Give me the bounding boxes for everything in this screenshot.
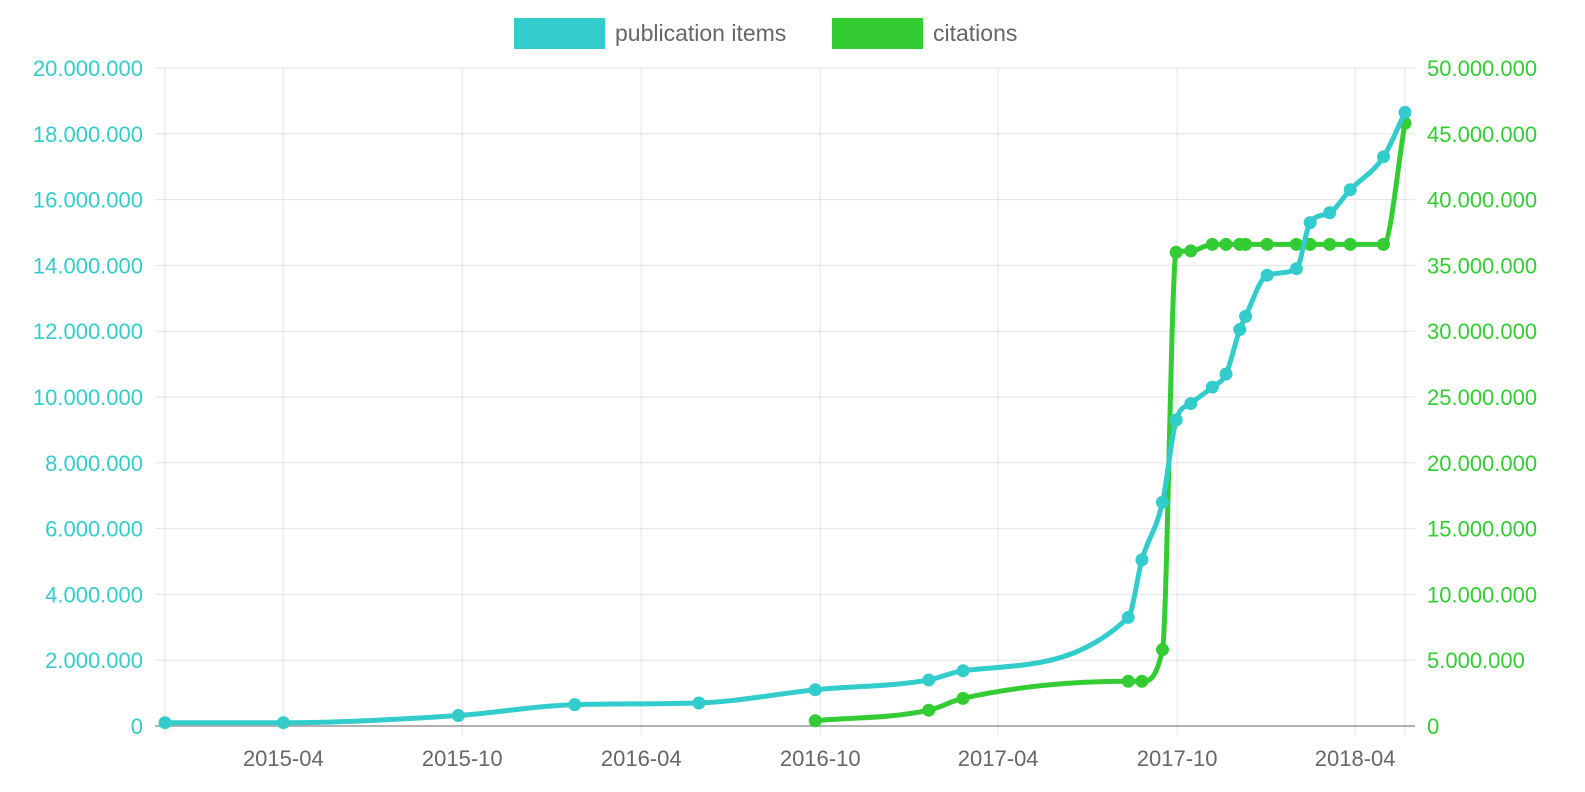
y-left-tick-label: 14.000.000 bbox=[33, 253, 143, 278]
x-tick-label: 2018-04 bbox=[1315, 746, 1396, 771]
data-point-citations bbox=[1260, 237, 1274, 251]
y-left-tick-label: 8.000.000 bbox=[45, 451, 143, 476]
legend[interactable]: publication items citations bbox=[514, 18, 1017, 49]
data-point-publication-items bbox=[1184, 397, 1198, 411]
data-point-citations bbox=[922, 703, 936, 717]
data-point-publication-items bbox=[568, 698, 582, 712]
data-point-publication-items bbox=[1239, 309, 1253, 323]
y-left-tick-label: 12.000.000 bbox=[33, 319, 143, 344]
y-left-tick-label: 6.000.000 bbox=[45, 517, 143, 542]
y-right-tick-label: 30.000.000 bbox=[1427, 319, 1537, 344]
legend-swatch-citations bbox=[832, 18, 923, 49]
series-layer bbox=[158, 105, 1412, 730]
data-point-citations bbox=[1376, 237, 1390, 251]
y-right-tick-label: 45.000.000 bbox=[1427, 122, 1537, 147]
y-right-tick-label: 40.000.000 bbox=[1427, 188, 1537, 213]
data-point-publication-items bbox=[158, 716, 172, 730]
y-left-tick-label: 18.000.000 bbox=[33, 122, 143, 147]
data-point-citations bbox=[1169, 245, 1183, 259]
data-point-publication-items bbox=[1169, 413, 1183, 427]
data-point-citations bbox=[808, 714, 822, 728]
data-point-publication-items bbox=[1155, 495, 1169, 509]
data-point-publication-items bbox=[808, 683, 822, 697]
data-point-citations bbox=[1121, 674, 1135, 688]
x-tick-label: 2017-04 bbox=[958, 746, 1039, 771]
y-right-tick-label: 25.000.000 bbox=[1427, 385, 1537, 410]
data-point-publication-items bbox=[1233, 323, 1247, 337]
data-point-publication-items bbox=[692, 696, 706, 710]
y-left-tick-label: 0 bbox=[131, 714, 143, 739]
data-point-publication-items bbox=[1343, 183, 1357, 197]
legend-label-citations: citations bbox=[933, 20, 1017, 46]
data-point-publication-items bbox=[1121, 610, 1135, 624]
series-line-publication-items bbox=[162, 109, 1408, 726]
axes: 0 0 2.000.000 5.000.000 4.000.000 10.000.000 6… bbox=[33, 56, 1537, 771]
data-point-citations bbox=[1135, 674, 1149, 688]
data-point-publication-items bbox=[451, 708, 465, 722]
legend-label-publication-items: publication items bbox=[615, 20, 786, 46]
y-right-tick-label: 15.000.000 bbox=[1427, 517, 1537, 542]
y-right-tick-label: 50.000.000 bbox=[1427, 56, 1537, 81]
legend-swatch-publication-items bbox=[514, 18, 605, 49]
y-right-tick-label: 35.000.000 bbox=[1427, 253, 1537, 278]
y-left-tick-label: 2.000.000 bbox=[45, 648, 143, 673]
y-left-tick-label: 10.000.000 bbox=[33, 385, 143, 410]
x-tick-label: 2015-04 bbox=[243, 746, 324, 771]
data-point-citations bbox=[1239, 237, 1253, 251]
x-tick-label: 2015-10 bbox=[422, 746, 503, 771]
x-tick-label: 2017-10 bbox=[1137, 746, 1218, 771]
x-tick-label: 2016-04 bbox=[601, 746, 682, 771]
data-point-publication-items bbox=[1260, 268, 1274, 282]
data-point-publication-items bbox=[922, 673, 936, 687]
data-point-publication-items bbox=[276, 716, 290, 730]
data-point-citations bbox=[1205, 237, 1219, 251]
y-left-tick-label: 20.000.000 bbox=[33, 56, 143, 81]
grid bbox=[155, 67, 1415, 736]
data-point-publication-items bbox=[1398, 105, 1412, 119]
data-point-citations bbox=[1184, 244, 1198, 258]
y-right-tick-label: 0 bbox=[1427, 714, 1439, 739]
data-point-publication-items bbox=[1376, 150, 1390, 164]
data-point-publication-items bbox=[1219, 367, 1233, 381]
y-left-tick-label: 4.000.000 bbox=[45, 582, 143, 607]
data-point-publication-items bbox=[956, 664, 970, 678]
data-point-citations bbox=[1323, 237, 1337, 251]
data-point-citations bbox=[1289, 237, 1303, 251]
y-left-tick-label: 16.000.000 bbox=[33, 188, 143, 213]
data-point-publication-items bbox=[1323, 206, 1337, 220]
data-point-publication-items bbox=[1205, 380, 1219, 394]
x-tick-label: 2016-10 bbox=[780, 746, 861, 771]
data-point-citations bbox=[1343, 237, 1357, 251]
y-right-tick-label: 20.000.000 bbox=[1427, 451, 1537, 476]
data-point-citations bbox=[956, 691, 970, 705]
data-point-citations bbox=[1219, 237, 1233, 251]
data-point-publication-items bbox=[1135, 553, 1149, 567]
data-point-publication-items bbox=[1289, 262, 1303, 276]
y-right-tick-label: 10.000.000 bbox=[1427, 582, 1537, 607]
data-point-publication-items bbox=[1303, 216, 1317, 230]
data-point-citations bbox=[1155, 643, 1169, 657]
y-right-tick-label: 5.000.000 bbox=[1427, 648, 1525, 673]
